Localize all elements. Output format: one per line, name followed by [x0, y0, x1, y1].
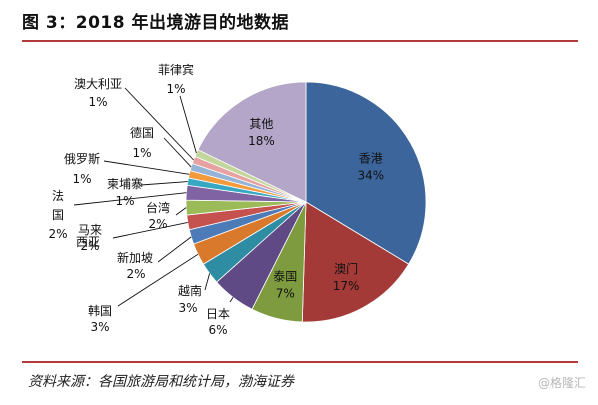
pie-slice-其他 [197, 81, 307, 203]
pie-slice-澳门 [301, 201, 410, 323]
title-rule [22, 40, 578, 42]
slice-percent-德国: 1% [132, 146, 151, 160]
slice-name-澳门: 澳门 [334, 261, 358, 276]
slice-percent-菲律宾: 1% [166, 82, 185, 96]
leader-line-马来西亚 [112, 221, 188, 239]
slice-name-菲律宾: 菲律宾 [158, 62, 194, 77]
slice-name-日本: 日本 [206, 307, 230, 321]
leader-line-日本 [229, 297, 234, 303]
slice-percent-俄罗斯: 1% [72, 172, 91, 186]
pie-slice-香港 [305, 81, 427, 265]
slice-name-韩国: 韩国 [88, 303, 112, 318]
slice-percent-新加坡: 2% [126, 267, 145, 281]
slice-name-德国: 德国 [130, 125, 154, 140]
slice-name-香港: 香港 [359, 152, 383, 166]
slice-name-新加坡: 新加坡 [117, 250, 153, 265]
slice-percent-其他: 18% [248, 134, 275, 148]
leader-line-新加坡 [157, 236, 192, 263]
slice-name-法国: 法 [52, 189, 64, 203]
leader-line-柬埔寨 [140, 181, 188, 186]
slice-percent-韩国: 3% [90, 320, 109, 334]
slice-name-法国-line2: 国 [52, 208, 64, 222]
slice-percent-澳门: 17% [333, 279, 360, 293]
slice-percent-台湾: 2% [148, 217, 167, 231]
slice-name-马来西亚: 马来 [78, 223, 102, 237]
slice-percent-日本: 6% [208, 323, 227, 337]
slice-labels: 香港34%澳门17%泰国7%日本6%越南3%韩国3%新加坡2%马来西亚2%台湾2… [48, 62, 384, 337]
slice-name-澳大利亚: 澳大利亚 [74, 77, 122, 91]
slice-percent-越南: 3% [178, 301, 197, 315]
slice-percent-柬埔寨: 1% [115, 194, 134, 208]
slice-percent-马来西亚: 2% [80, 239, 99, 253]
slice-name-台湾: 台湾 [146, 200, 170, 215]
watermark: @格隆汇 [537, 376, 586, 390]
slice-name-越南: 越南 [178, 283, 202, 298]
leader-line-韩国 [117, 253, 199, 307]
figure-title: 图 3：2018 年出境游目的地数据 [22, 13, 289, 33]
slice-name-柬埔寨: 柬埔寨 [107, 176, 143, 191]
slice-name-泰国: 泰国 [273, 269, 297, 283]
slice-name-俄罗斯: 俄罗斯 [64, 152, 100, 166]
slice-percent-澳大利亚: 1% [88, 95, 107, 109]
pie-slices [185, 81, 427, 323]
leader-line-菲律宾 [179, 95, 197, 154]
leader-line-台湾 [175, 207, 187, 216]
leader-line-德国 [163, 137, 192, 168]
slice-percent-法国: 2% [48, 227, 67, 241]
leader-line-俄罗斯 [103, 160, 190, 175]
leader-line-越南 [204, 273, 211, 291]
slice-name-其他: 其他 [249, 117, 273, 131]
leader-line-法国 [73, 192, 187, 206]
slice-percent-泰国: 7% [276, 286, 295, 300]
leader-lines [73, 87, 234, 307]
source-rule [22, 361, 578, 363]
source-note: 资料来源：各国旅游局和统计局，渤海证券 [28, 374, 294, 390]
slice-percent-香港: 34% [357, 169, 384, 183]
slice-name-马来西亚-line2: 西亚 [76, 235, 100, 249]
leader-line-澳大利亚 [124, 87, 194, 161]
